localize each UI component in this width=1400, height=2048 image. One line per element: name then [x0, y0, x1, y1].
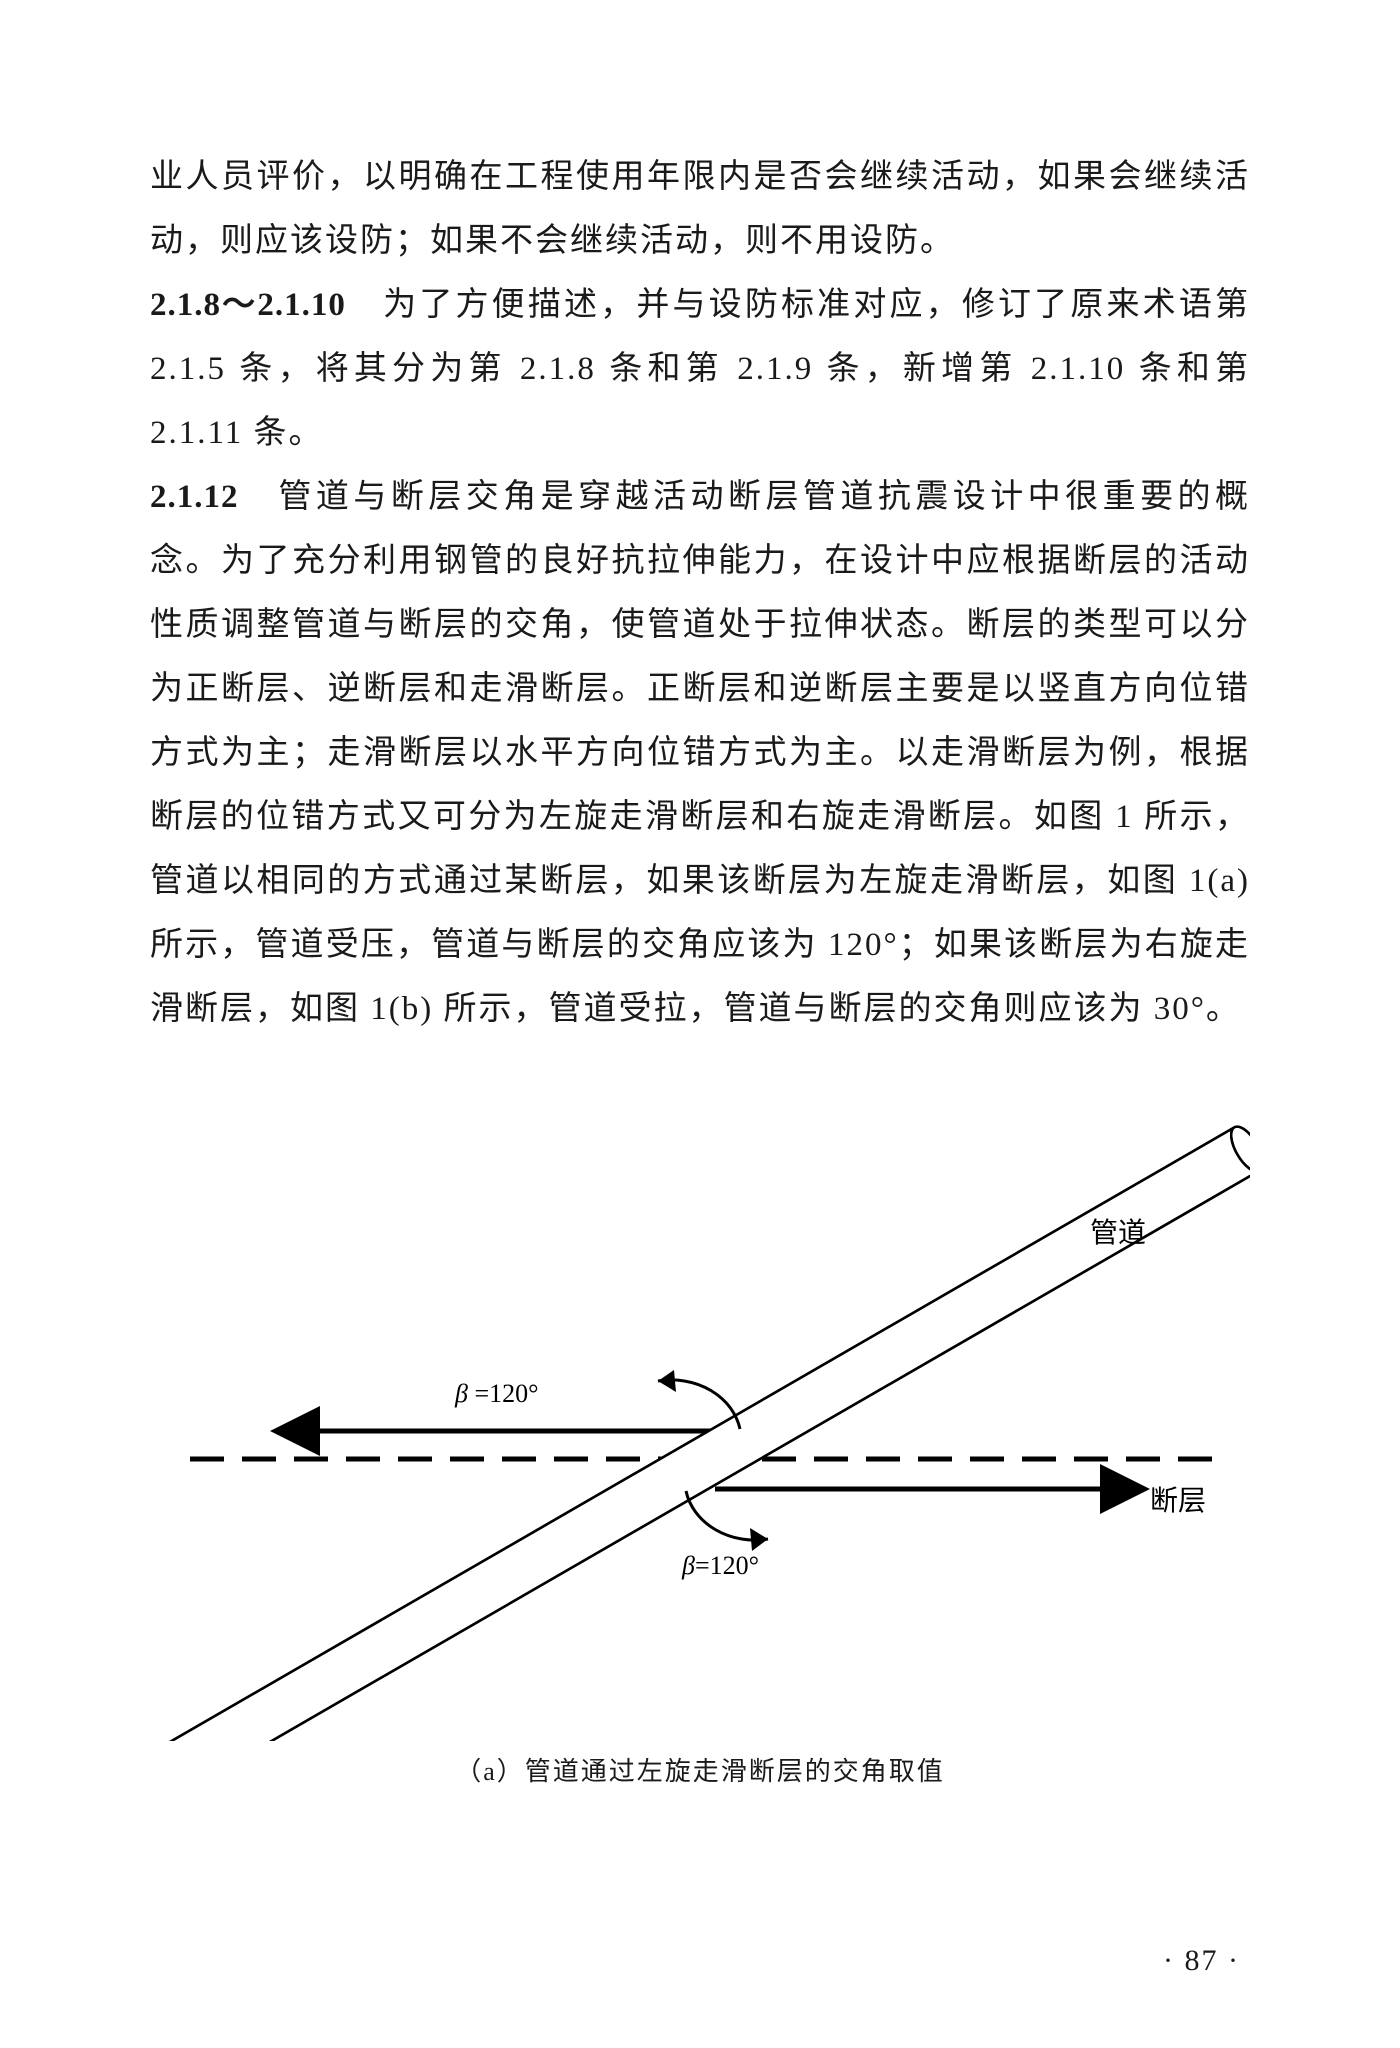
label-beta-lower: β=120° — [682, 1551, 759, 1581]
angle-arc-upper-arrow — [658, 1370, 676, 1392]
figure-caption: （a）管道通过左旋走滑断层的交角取值 — [150, 1751, 1250, 1788]
section-number: 2.1.12 — [150, 479, 239, 515]
beta-upper-text: =120° — [474, 1379, 538, 1408]
page: 业人员评价，以明确在工程使用年限内是否会继续活动，如果会继续活动，则应该设防；如… — [0, 0, 1400, 2048]
section-number: 2.1.8～2.1.10 — [150, 287, 346, 323]
section-2-1-8: 2.1.8～2.1.10 为了方便描述，并与设防标准对应，修订了原来术语第 2.… — [150, 273, 1250, 465]
label-pipe: 管道 — [1090, 1211, 1146, 1251]
angle-arc-lower-arrow — [750, 1528, 768, 1551]
section-body: 管道与断层交角是穿越活动断层管道抗震设计中很重要的概念。为了充分利用钢管的良好抗… — [150, 479, 1250, 1027]
section-2-1-12: 2.1.12 管道与断层交角是穿越活动断层管道抗震设计中很重要的概念。为了充分利… — [150, 465, 1250, 1041]
figure-1a: 管道 断层 β =120° β=120° — [150, 1081, 1250, 1741]
figure-svg — [150, 1081, 1250, 1741]
beta-lower-text: =120° — [695, 1551, 759, 1580]
page-number: · 87 · — [1163, 1944, 1240, 1978]
label-fault: 断层 — [1150, 1479, 1206, 1519]
paragraph-continuation: 业人员评价，以明确在工程使用年限内是否会继续活动，如果会继续活动，则应该设防；如… — [150, 145, 1250, 273]
label-beta-upper: β =120° — [455, 1379, 539, 1409]
